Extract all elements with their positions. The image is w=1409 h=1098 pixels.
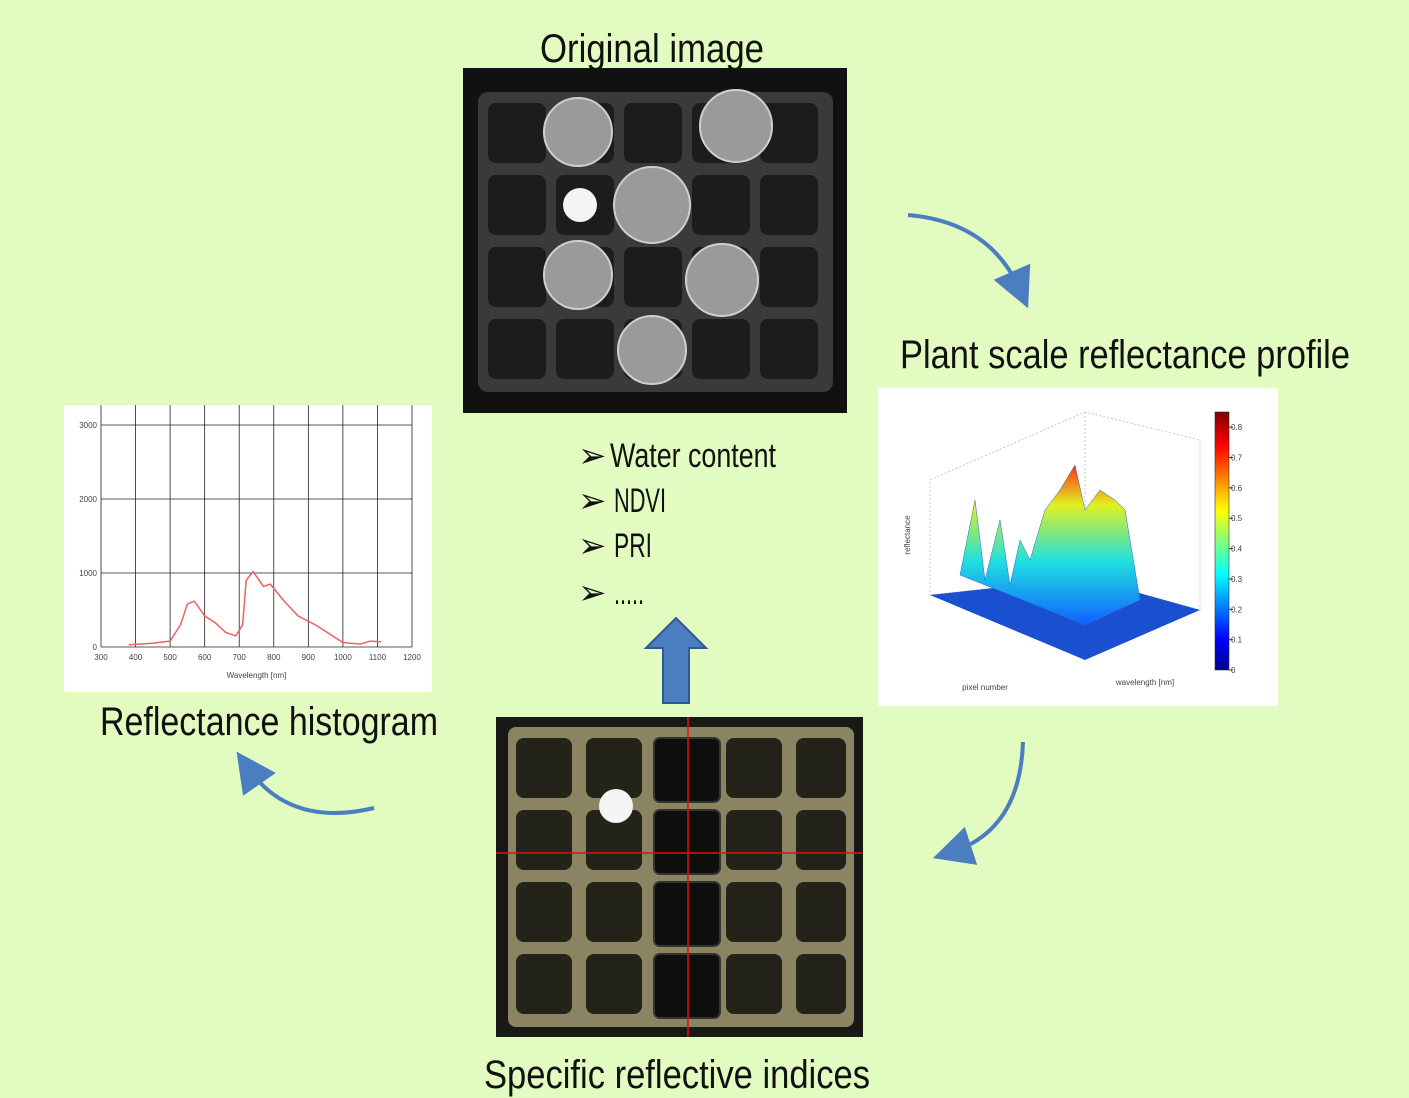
node-label: Specific reflective indices xyxy=(484,1053,870,1097)
y-tick-label: 0 xyxy=(93,643,98,652)
x-tick-label: 600 xyxy=(198,653,212,662)
bullet: ➢ xyxy=(578,574,607,612)
bullet: ➢ xyxy=(578,527,607,565)
x-axis-label: pixel number xyxy=(962,683,1008,692)
index-item: Water content xyxy=(610,437,776,475)
histogram: 0 1000 2000 3000 300 400 500 600 700 800 900 1000 11… xyxy=(64,405,432,692)
z-axis-label: reflectance xyxy=(903,515,912,555)
node-label: Plant scale reflectance profile xyxy=(900,333,1350,377)
colorbar-tick-label: 0.6 xyxy=(1231,484,1243,493)
x-tick-label: 900 xyxy=(302,653,316,662)
x-tick-label: 800 xyxy=(267,653,281,662)
x-axis-label: Wavelength [nm] xyxy=(227,671,287,680)
indices-list: ➢ ➢ ➢ ➢ Water content NDVI PRI ..... xyxy=(578,437,776,612)
colorbar-tick-label: 0.4 xyxy=(1231,545,1243,554)
x-tick-label: 1200 xyxy=(403,653,421,662)
colorbar-tick-label: 0.3 xyxy=(1231,575,1243,584)
y-axis-label: wavelength [nm] xyxy=(1115,678,1174,687)
colorbar-tick-label: 0.7 xyxy=(1231,454,1243,463)
y-tick-label: 3000 xyxy=(79,421,97,430)
bullet: ➢ xyxy=(578,437,607,475)
x-tick-label: 700 xyxy=(233,653,247,662)
colorbar-tick-label: 0.8 xyxy=(1231,423,1243,432)
index-item: ..... xyxy=(614,574,644,612)
colorbar-tick-label: 0.2 xyxy=(1231,605,1243,614)
colorbar-tick-label: 0.1 xyxy=(1231,636,1243,645)
x-tick-label: 1000 xyxy=(334,653,352,662)
tray-image xyxy=(496,717,863,1037)
cycle-arrows xyxy=(236,213,1031,865)
y-tick-label: 2000 xyxy=(79,495,97,504)
bullet: ➢ xyxy=(578,482,607,520)
index-item: PRI xyxy=(614,527,652,565)
colorbar-tick-label: 0 xyxy=(1231,666,1236,675)
original-image xyxy=(463,68,847,413)
node-label: Original image xyxy=(540,27,764,71)
y-tick-label: 1000 xyxy=(79,569,97,578)
node-label: Reflectance histogram xyxy=(100,700,438,744)
colorbar-tick-label: 0.5 xyxy=(1231,514,1243,523)
reflectance-curve xyxy=(128,570,381,646)
index-item: NDVI xyxy=(614,482,666,520)
x-tick-label: 500 xyxy=(163,653,177,662)
x-tick-label: 400 xyxy=(129,653,143,662)
x-tick-label: 300 xyxy=(94,653,108,662)
up-arrow xyxy=(643,616,709,704)
x-tick-label: 1100 xyxy=(369,653,387,662)
reflectance-profile: 0 0.1 0.2 0.3 0.4 0.5 0.6 0.7 0.8 reflectance pixe… xyxy=(878,388,1278,706)
